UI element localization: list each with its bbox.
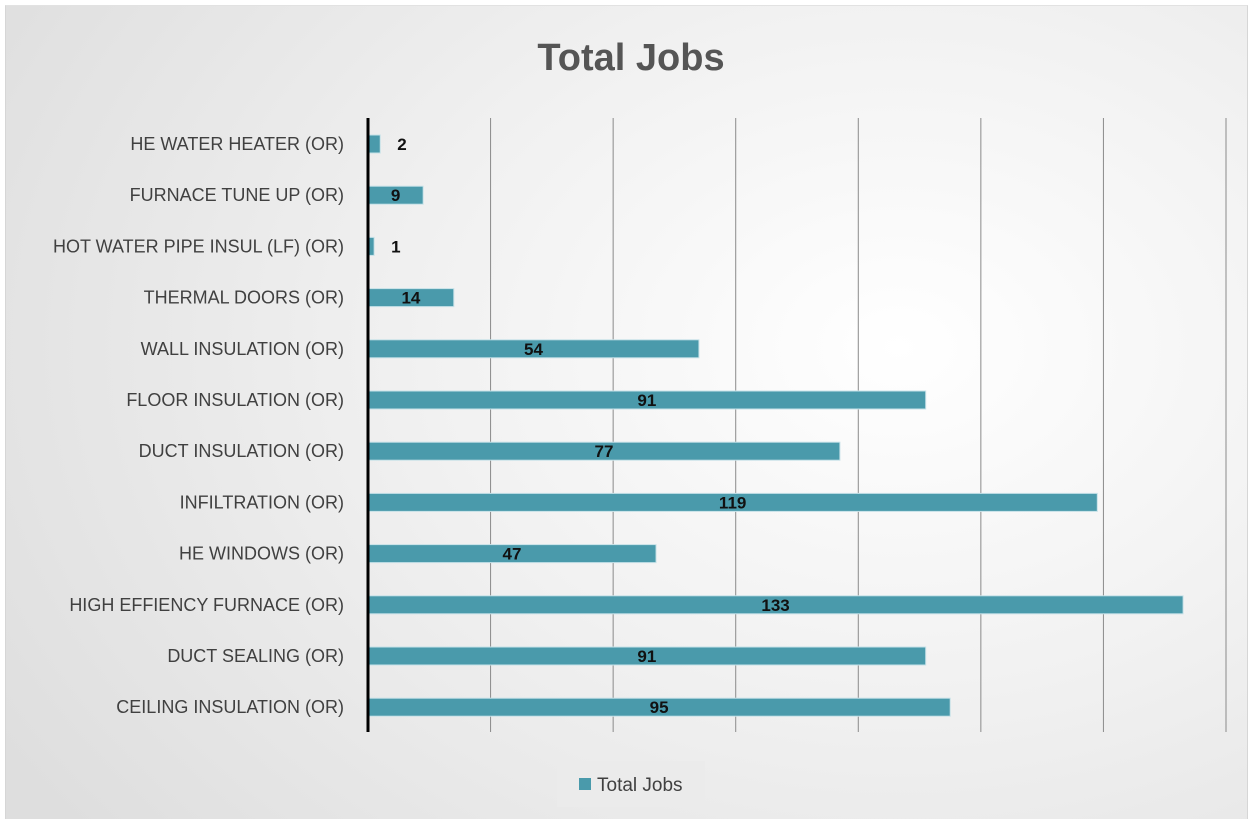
gridlines — [491, 118, 1226, 732]
data-label: 91 — [637, 391, 656, 410]
category-label: WALL INSULATION (OR) — [141, 339, 344, 359]
data-label: 133 — [761, 596, 789, 615]
legend: Total Jobs — [557, 761, 705, 807]
category-labels: HE WATER HEATER (OR) FURNACE TUNE UP (OR)… — [53, 134, 344, 717]
legend-label: Total Jobs — [597, 775, 683, 796]
category-label: HOT WATER PIPE INSUL (LF) (OR) — [53, 236, 344, 256]
data-label: 1 — [391, 237, 400, 256]
legend-swatch — [579, 778, 591, 790]
category-label: FLOOR INSULATION (OR) — [126, 390, 344, 410]
data-label: 54 — [524, 340, 543, 359]
category-label: HIGH EFFIENCY FURNACE (OR) — [69, 595, 344, 615]
data-label: 14 — [401, 289, 420, 308]
category-label: HE WATER HEATER (OR) — [130, 134, 344, 154]
category-label: INFILTRATION (OR) — [180, 492, 344, 512]
chart-title: Total Jobs — [537, 37, 724, 79]
category-label: THERMAL DOORS (OR) — [144, 288, 344, 308]
category-label: DUCT SEALING (OR) — [167, 646, 344, 666]
category-label: DUCT INSULATION (OR) — [139, 441, 344, 461]
data-label: 95 — [650, 698, 669, 717]
data-label: 91 — [637, 647, 656, 666]
bar — [368, 135, 380, 153]
data-label: 77 — [594, 442, 613, 461]
data-label: 47 — [503, 545, 522, 564]
data-label: 2 — [397, 135, 406, 154]
category-label: HE WINDOWS (OR) — [179, 544, 344, 564]
category-label: CEILING INSULATION (OR) — [116, 697, 344, 717]
category-label: FURNACE TUNE UP (OR) — [130, 185, 344, 205]
data-label: 119 — [719, 493, 746, 512]
data-label: 9 — [391, 186, 400, 205]
